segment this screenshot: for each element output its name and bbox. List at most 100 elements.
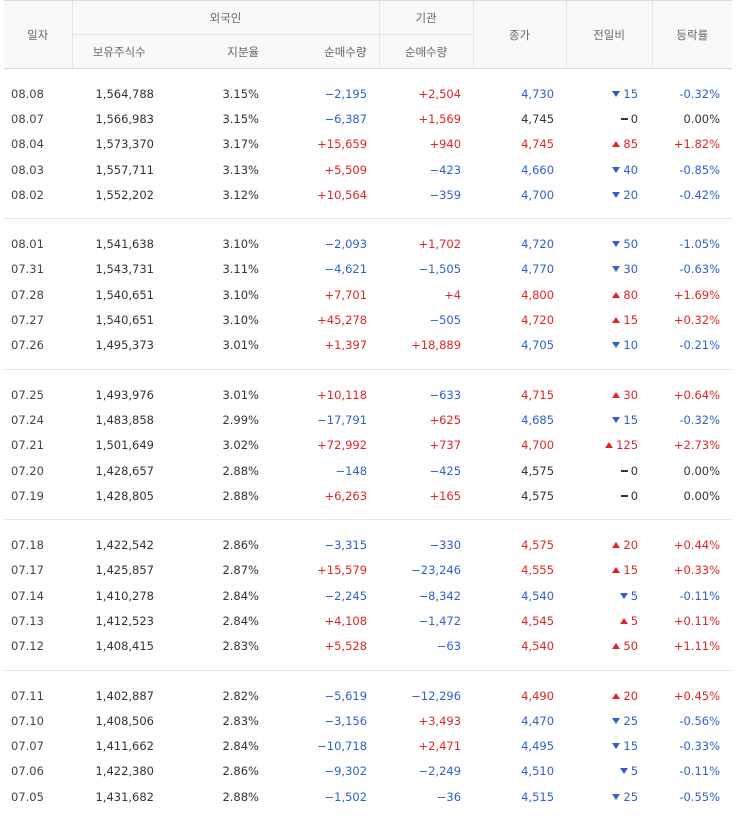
cell-share: 2.88% [222,789,259,804]
table-row: 08.01 1,541,638 3.10% −2,093 +1,702 4,720 50 -1… [4,231,732,256]
change-value: 5 [630,588,639,603]
cell-close: 4,730 [521,86,555,101]
cell-foreign-net: +10,118 [317,387,368,402]
cell-holdings: 1,428,657 [95,463,154,478]
cell-share: 2.83% [222,713,259,728]
change-value: 40 [623,162,639,177]
cell-foreign-net: +5,509 [324,162,368,177]
change-value: 50 [623,237,639,252]
cell-share: 2.84% [222,739,259,754]
cell-share: 2.84% [222,613,259,628]
cell-change: 0 [566,458,652,483]
cell-holdings: 1,540,651 [95,287,154,302]
table-row: 07.19 1,428,805 2.88% +6,263 +165 4,575 0 0.00% [4,483,732,508]
cell-rate: -0.21% [679,338,721,353]
cell-change: 10 [566,333,652,358]
cell-inst-net: −63 [436,639,462,654]
header-share: 지분율 [166,34,271,69]
change-value: 85 [623,137,639,152]
cell-change: 50 [566,231,652,256]
cell-close: 4,575 [521,538,555,553]
table-row: 07.31 1,543,731 3.11% −4,621 −1,505 4,770 30 -0… [4,257,732,282]
cell-rate: +0.64% [673,387,721,402]
change-value: 30 [623,387,639,402]
cell-holdings: 1,422,380 [95,764,154,779]
cell-inst-net: −423 [429,162,462,177]
cell-rate: +2.73% [673,438,721,453]
cell-inst-net: −8,342 [418,588,462,603]
cell-rate: -0.11% [679,764,721,779]
change-value: 15 [623,313,639,328]
cell-inst-net: +3,493 [418,713,462,728]
cell-change: 20 [566,683,652,708]
cell-close: 4,745 [521,111,555,126]
table-body: 08.08 1,564,788 3.15% −2,195 +2,504 4,730 15 -0… [4,69,733,810]
change-value: 20 [623,538,639,553]
cell-date: 07.17 [11,563,44,578]
cell-foreign-net: +15,579 [317,563,368,578]
cell-share: 3.10% [222,313,259,328]
cell-share: 2.84% [222,588,259,603]
table-row: 07.14 1,410,278 2.84% −2,245 −8,342 4,540 5 -0.… [4,583,732,608]
cell-date: 07.21 [11,438,44,453]
table-row: 08.04 1,573,370 3.17% +15,659 +940 4,745 85 +1.… [4,132,732,157]
up-triangle-icon [612,542,621,549]
cell-rate: -0.56% [679,713,721,728]
change-value: 15 [623,86,639,101]
cell-close: 4,495 [521,739,555,754]
cell-change: 20 [566,532,652,557]
cell-foreign-net: +4,108 [324,613,368,628]
up-triangle-icon [612,317,621,324]
table-row: 07.26 1,495,373 3.01% +1,397 +18,889 4,705 10 -… [4,333,732,358]
cell-holdings: 1,543,731 [95,262,154,277]
cell-date: 08.04 [11,137,44,152]
investor-trading-table: 일자 외국인 기관 종가 전일비 등락률 보유주식수 지분율 순매수량 순매수량… [4,0,733,810]
group-spacer [4,207,732,219]
cell-holdings: 1,493,976 [95,387,154,402]
cell-close: 4,540 [521,588,555,603]
cell-inst-net: +737 [429,438,462,453]
cell-holdings: 1,422,542 [95,538,154,553]
cell-share: 2.87% [222,563,259,578]
cell-holdings: 1,541,638 [95,237,154,252]
cell-close: 4,575 [521,463,555,478]
table-row: 07.11 1,402,887 2.82% −5,619 −12,296 4,490 20 +… [4,683,732,708]
cell-rate: -0.32% [679,86,721,101]
cell-inst-net: +625 [429,412,462,427]
change-value: 25 [623,713,639,728]
cell-inst-net: +940 [429,137,462,152]
cell-rate: +0.33% [673,563,721,578]
cell-change: 20 [566,182,652,207]
change-value: 5 [630,764,639,779]
cell-inst-net: +18,889 [411,338,462,353]
table-row: 07.13 1,412,523 2.84% +4,108 −1,472 4,545 5 +0.… [4,608,732,633]
cell-change: 15 [566,734,652,759]
header-institution: 기관 [378,0,474,35]
cell-holdings: 1,408,506 [95,713,154,728]
cell-close: 4,715 [521,387,555,402]
table-row: 07.06 1,422,380 2.86% −9,302 −2,249 4,510 5 -0.… [4,759,732,784]
group-separator [4,368,733,382]
cell-date: 07.13 [11,613,44,628]
table-row: 08.02 1,552,202 3.12% +10,564 −359 4,700 20 -0.… [4,182,732,207]
cell-change: 15 [566,81,652,106]
cell-close: 4,705 [521,338,555,353]
change-value: 125 [616,438,639,453]
cell-rate: +0.11% [673,613,721,628]
cell-close: 4,470 [521,713,555,728]
cell-share: 3.15% [222,86,259,101]
cell-date: 08.03 [11,162,44,177]
header-foreign-net: 순매수량 [271,34,380,69]
cell-holdings: 1,428,805 [95,488,154,503]
cell-foreign-net: −148 [335,463,368,478]
cell-holdings: 1,412,523 [95,613,154,628]
cell-foreign-net: +45,278 [317,313,368,328]
cell-holdings: 1,573,370 [95,137,154,152]
cell-close: 4,770 [521,262,555,277]
cell-date: 07.31 [11,262,44,277]
cell-inst-net: +2,504 [418,86,462,101]
header-foreign: 외국인 [71,0,380,35]
cell-share: 2.86% [222,764,259,779]
down-triangle-icon [619,592,628,599]
group-separator [4,519,733,533]
